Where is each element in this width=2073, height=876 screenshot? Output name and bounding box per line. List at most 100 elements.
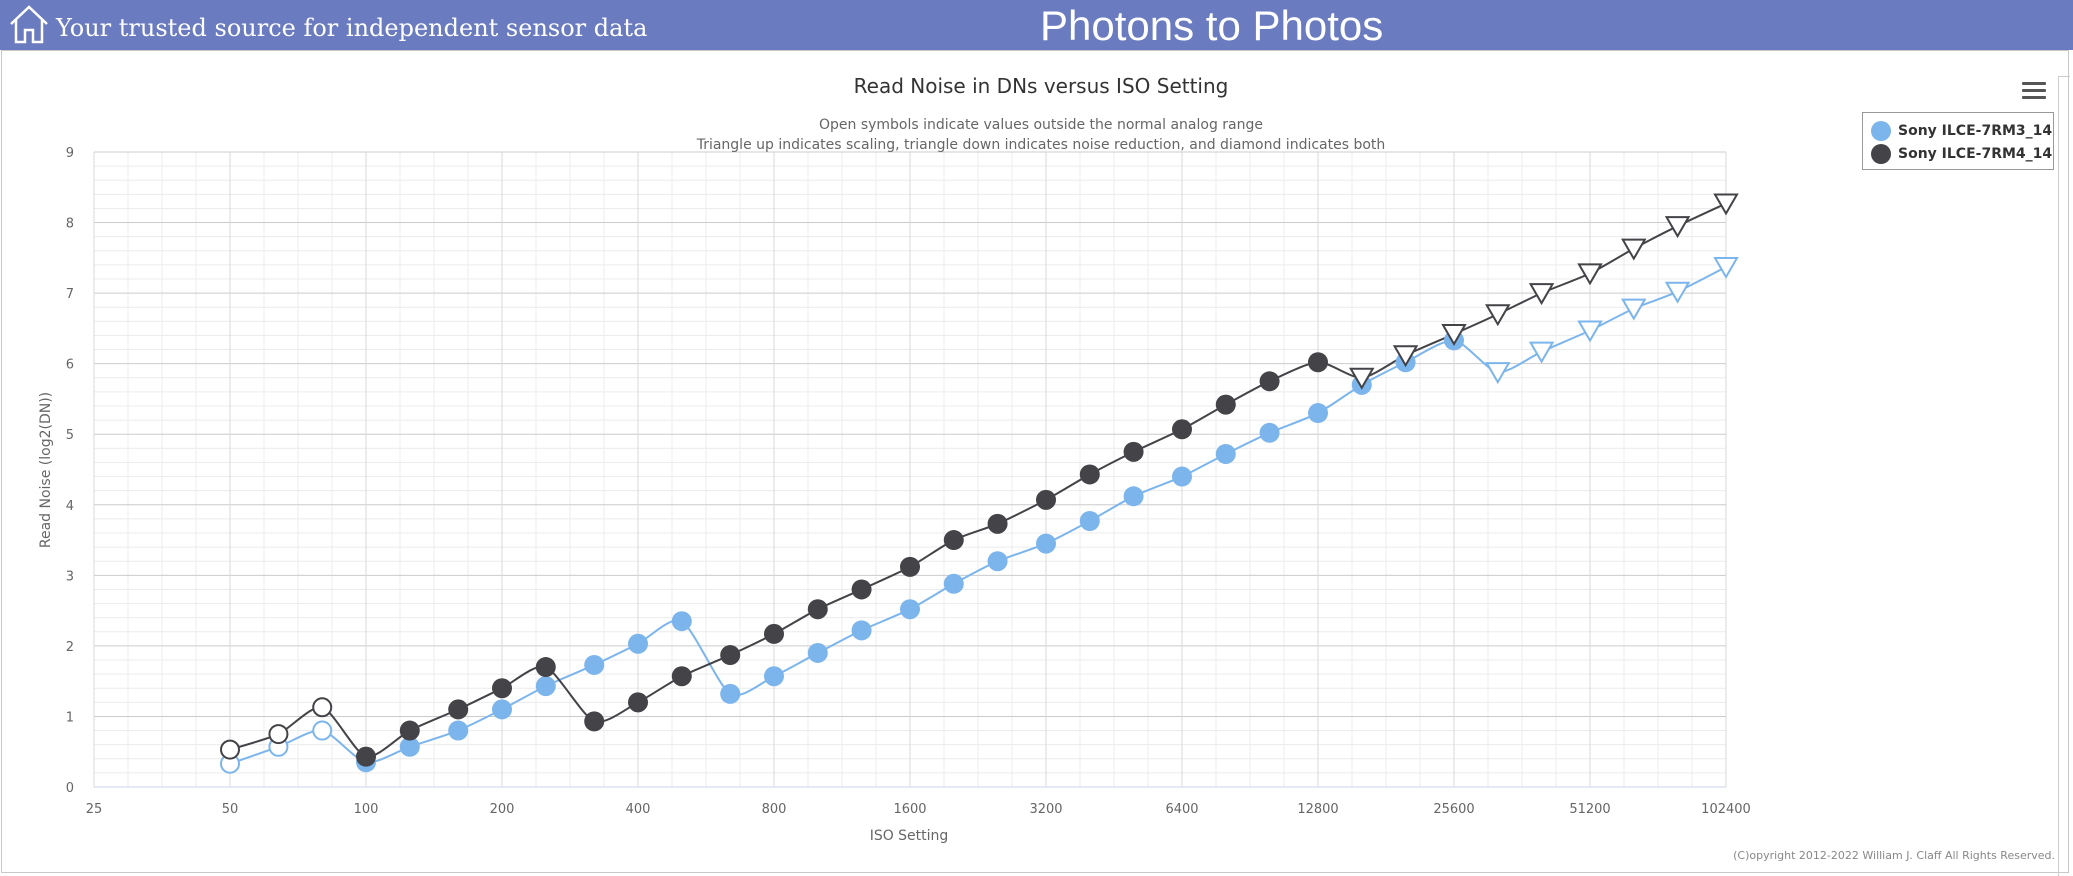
data-point-series-1 (1259, 422, 1280, 443)
x-tick-label: 51200 (1569, 802, 1610, 817)
x-tick-label: 50 (222, 802, 239, 817)
data-point-series-1 (1215, 443, 1236, 464)
x-tick-label: 3200 (1029, 802, 1062, 817)
side-panel-edge (2058, 76, 2070, 876)
data-point-series-1 (1621, 298, 1647, 321)
data-point-series-2 (900, 556, 920, 577)
data-point-series-2 (1308, 352, 1328, 373)
data-point-series-1 (807, 642, 828, 663)
y-tick-label: 6 (66, 358, 74, 373)
y-tick-label: 3 (66, 569, 74, 584)
series-line-1 (229, 266, 1727, 765)
data-point-series-2 (1392, 345, 1419, 368)
data-point-series-1 (671, 611, 692, 632)
y-tick-label: 8 (66, 217, 74, 232)
legend-item-series-1[interactable]: Sony ILCE-7RM3_14 (1871, 120, 2052, 142)
data-point-series-1 (720, 683, 741, 704)
chart-subtitle-line: Open symbols indicate values outside the… (819, 117, 1263, 133)
y-tick-label: 4 (66, 499, 74, 514)
data-point-series-2 (1441, 324, 1467, 347)
y-tick-label: 7 (66, 287, 74, 302)
chart-title: Read Noise in DNs versus ISO Setting (854, 74, 1229, 98)
legend-marker-series-2 (1871, 144, 1891, 164)
data-point-series-2 (268, 724, 289, 745)
x-tick-label: 102400 (1701, 802, 1751, 817)
data-point-series-2 (1215, 394, 1236, 415)
x-tick-label: 400 (626, 802, 651, 817)
x-tick-label: 800 (762, 802, 787, 817)
data-point-series-1 (1528, 341, 1555, 364)
x-tick-label: 100 (354, 802, 379, 817)
data-point-series-2 (851, 579, 872, 600)
data-point-series-2 (399, 720, 420, 741)
data-point-series-1 (1664, 281, 1691, 304)
data-point-series-2 (943, 530, 964, 551)
data-point-series-2 (1349, 367, 1375, 390)
x-tick-label: 200 (490, 802, 515, 817)
site-header: Your trusted source for independent sens… (0, 0, 2073, 50)
y-tick-label: 0 (66, 781, 74, 796)
data-point-series-1 (1485, 362, 1511, 385)
chart-frame (1, 50, 2069, 873)
legend-marker-series-1 (1871, 121, 1891, 141)
copyright-text: (C)opyright 2012-2022 William J. Claff A… (1733, 849, 2055, 862)
data-point-series-1 (1036, 533, 1056, 554)
data-point-series-2 (1259, 371, 1280, 392)
data-point-series-1 (851, 620, 872, 641)
data-point-series-1 (1577, 320, 1603, 343)
y-axis-title: Read Noise (log2(DN)) (38, 392, 54, 548)
site-tagline[interactable]: Your trusted source for independent sens… (56, 14, 648, 42)
data-point-series-1 (900, 599, 920, 620)
data-point-series-2 (764, 623, 784, 644)
x-tick-label: 25 (86, 802, 103, 817)
data-point-series-1 (1713, 257, 1739, 280)
y-tick-label: 2 (66, 640, 74, 655)
data-point-series-1 (399, 736, 420, 757)
data-point-series-2 (1172, 419, 1192, 440)
data-point-series-2 (492, 678, 512, 699)
data-point-series-2 (1713, 193, 1739, 216)
data-point-series-1 (448, 720, 469, 741)
series-line-2 (229, 202, 1727, 758)
x-tick-label: 1600 (893, 802, 926, 817)
data-point-series-1 (1123, 486, 1144, 507)
data-point-series-2 (448, 699, 469, 720)
data-point-series-1 (943, 573, 964, 594)
data-point-series-2 (220, 739, 240, 760)
data-point-series-2 (1577, 263, 1603, 286)
chart-subtitle-line: Triangle up indicates scaling, triangle … (696, 137, 1386, 153)
hamburger-menu-icon[interactable] (2020, 78, 2048, 102)
legend-item-series-2[interactable]: Sony ILCE-7RM4_14 (1871, 143, 2052, 165)
data-point-series-2 (720, 645, 741, 666)
home-icon[interactable] (8, 3, 50, 45)
data-point-series-2 (535, 657, 556, 678)
data-point-series-1 (1079, 511, 1100, 532)
data-point-series-1 (1172, 466, 1192, 487)
data-point-series-1 (764, 666, 784, 687)
data-point-series-1 (584, 654, 605, 675)
legend-label-series-1: Sony ILCE-7RM3_14 (1898, 123, 2053, 139)
data-point-series-2 (312, 697, 333, 718)
data-point-series-1 (535, 676, 556, 697)
data-point-series-2 (356, 746, 376, 767)
x-tick-label: 25600 (1433, 802, 1474, 817)
y-tick-label: 1 (66, 710, 74, 725)
chart-legend: Sony ILCE-7RM3_14 Sony ILCE-7RM4_14 (1862, 112, 2054, 170)
data-point-series-1 (1308, 403, 1328, 424)
data-point-series-1 (987, 551, 1008, 572)
data-point-series-2 (584, 711, 605, 732)
x-tick-label: 6400 (1165, 802, 1198, 817)
data-point-series-2 (1485, 304, 1511, 327)
site-title[interactable]: Photons to Photos (1040, 2, 1384, 49)
data-point-series-2 (1621, 238, 1647, 261)
data-point-series-2 (671, 666, 692, 687)
x-axis-title: ISO Setting (870, 828, 949, 844)
data-point-series-2 (1036, 489, 1056, 510)
data-point-series-2 (987, 513, 1008, 534)
legend-label-series-2: Sony ILCE-7RM4_14 (1898, 146, 2053, 162)
y-tick-label: 9 (66, 146, 74, 161)
data-point-series-2 (1664, 216, 1691, 239)
data-point-series-2 (1528, 283, 1555, 306)
y-tick-label: 5 (66, 428, 74, 443)
